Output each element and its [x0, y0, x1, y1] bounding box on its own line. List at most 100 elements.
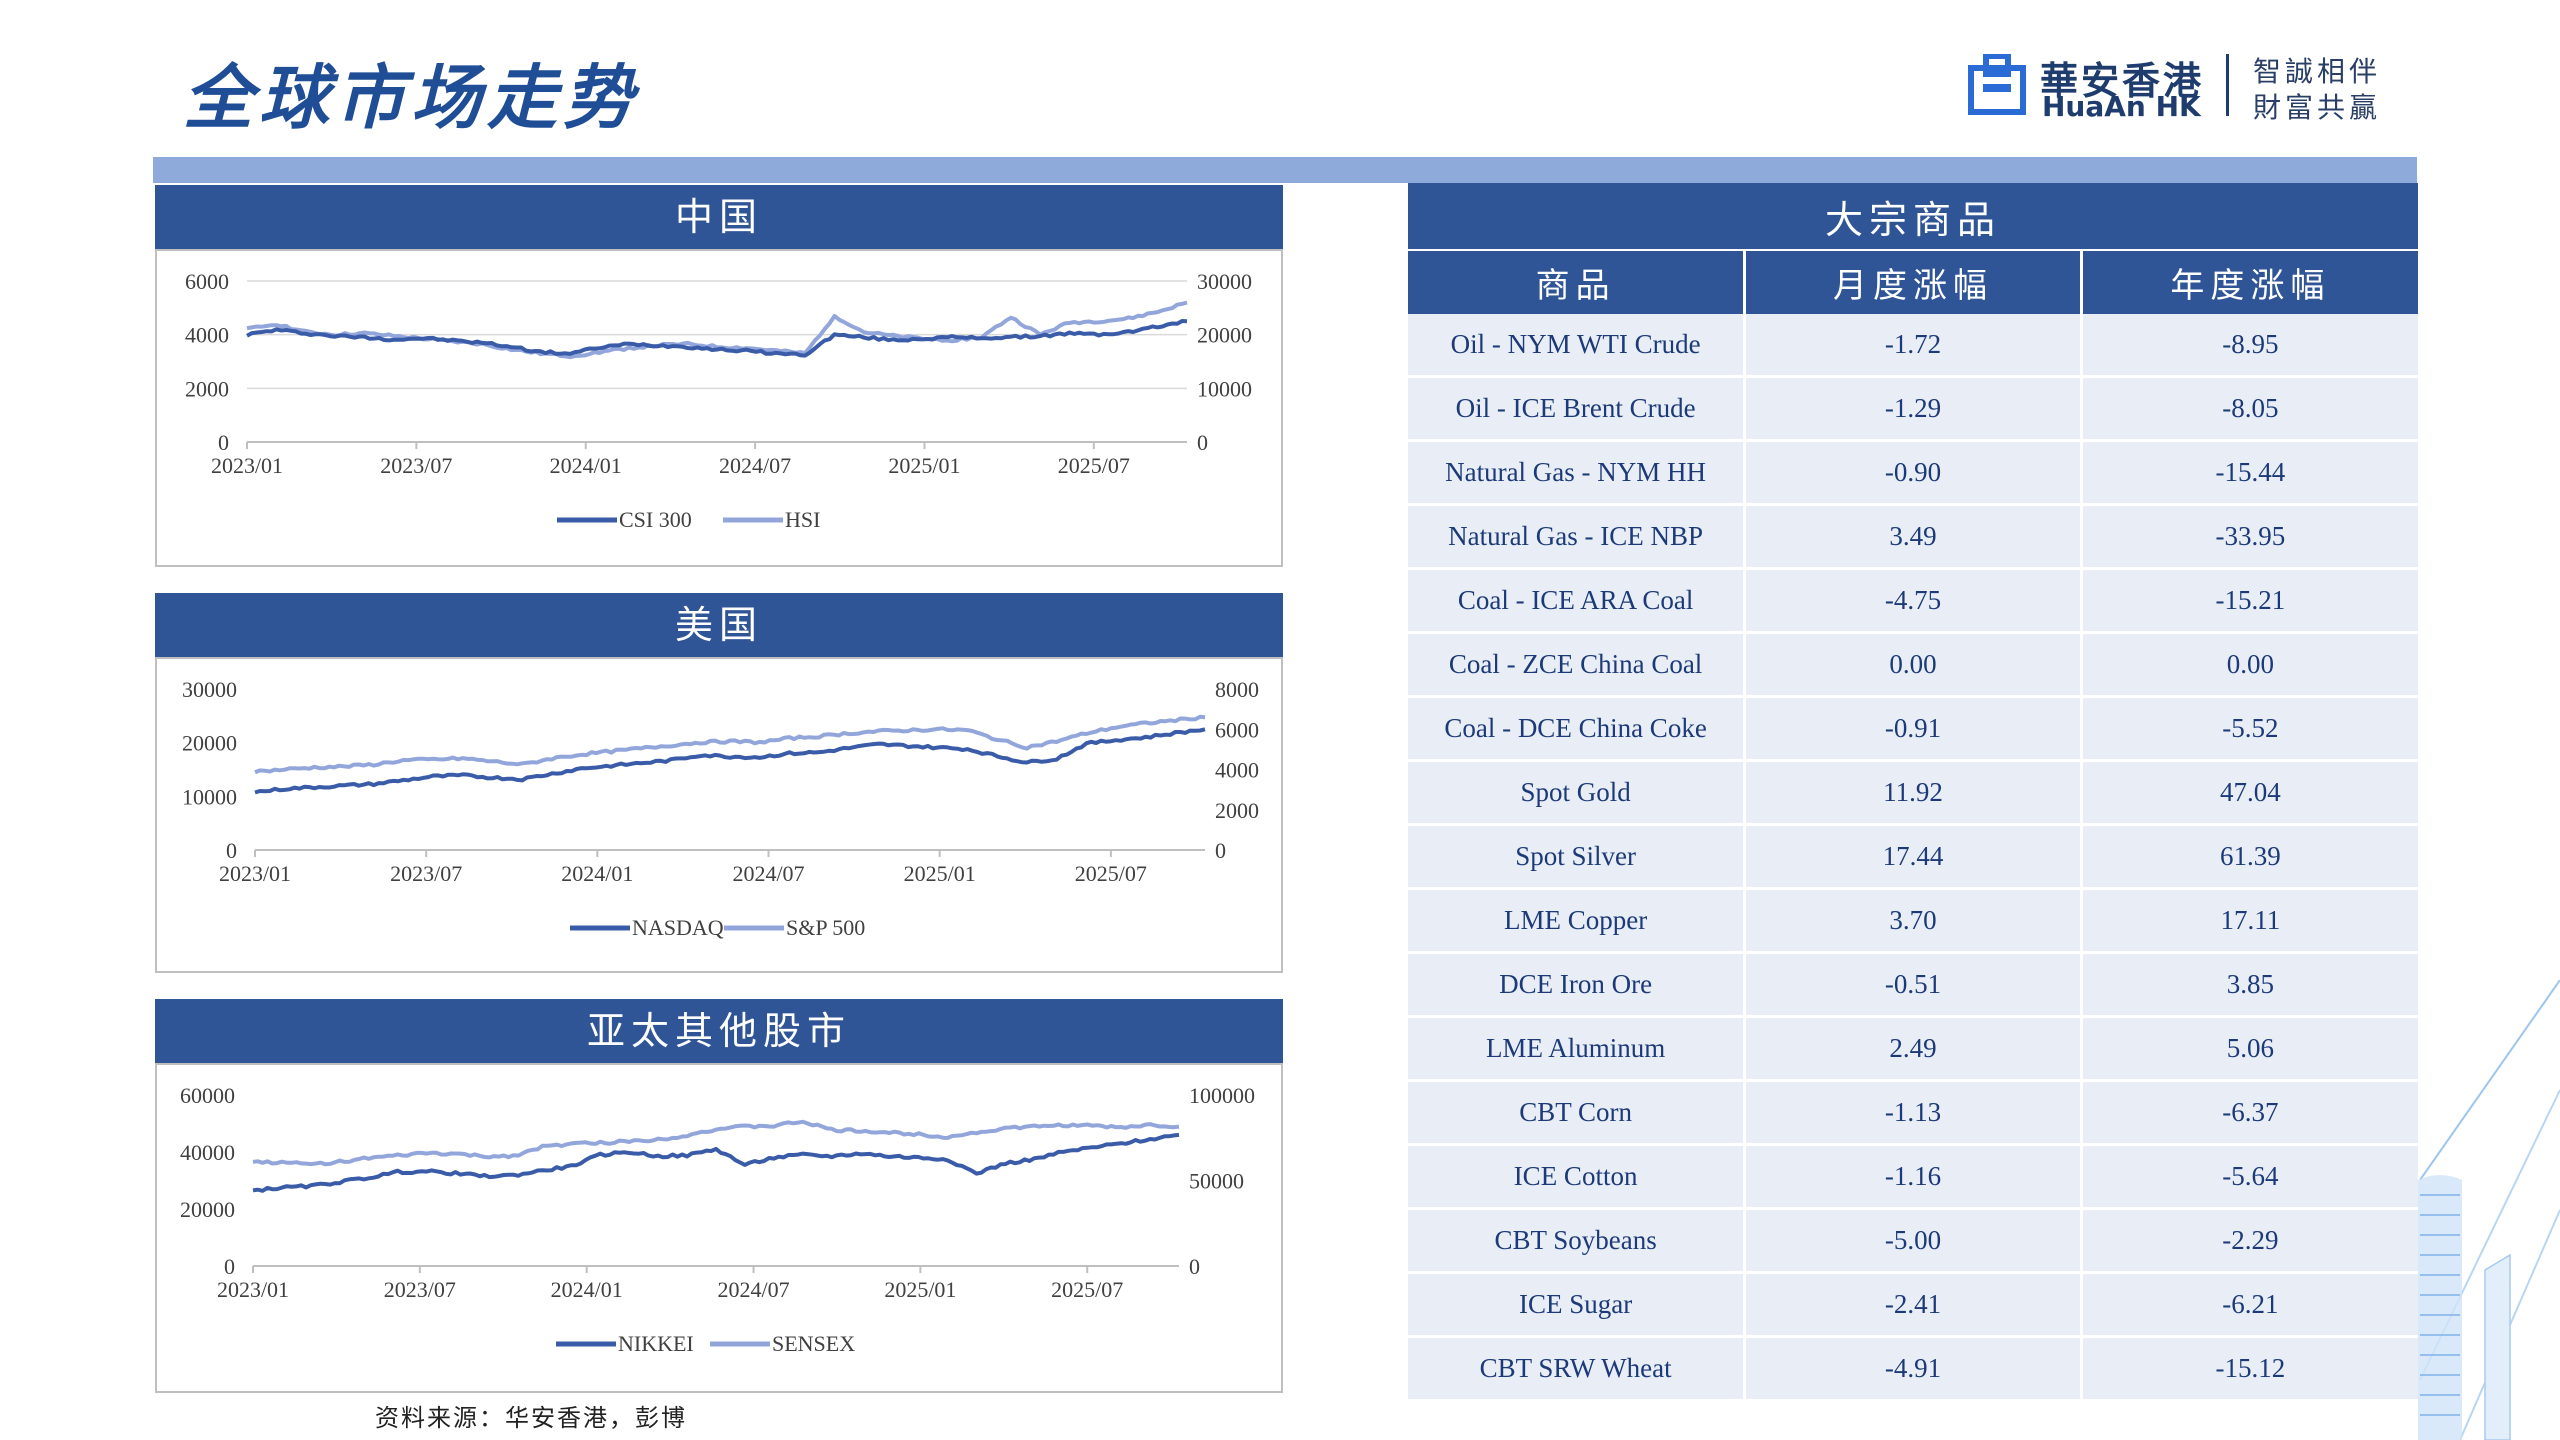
table-row: DCE Iron Ore -0.51 3.85: [1408, 952, 2418, 1018]
right-axis-tick-label: 8000: [1215, 677, 1259, 702]
x-axis-tick-label: 2024/01: [551, 1277, 623, 1302]
yearly-change: 0.00: [2081, 632, 2418, 698]
right-axis-tick-label: 4000: [1215, 758, 1259, 783]
china-chart-svg: 0 2000 4000 6000 0 10000 20000 30000 2023/01 2023…: [185, 269, 1252, 532]
logo-name-en: HuaAn HK: [2042, 90, 2201, 123]
commodity-name: Coal - ICE ARA Coal: [1408, 568, 1747, 634]
left-axis-tick-label: 6000: [185, 269, 229, 294]
table-row: LME Copper 3.70 17.11: [1408, 888, 2418, 954]
monthly-change: -1.13: [1744, 1080, 2083, 1146]
huaan-logo-icon: [1968, 54, 2026, 115]
left-axis-tick-label: 20000: [182, 731, 237, 756]
monthly-change: 3.49: [1744, 504, 2083, 570]
commodity-name: CBT SRW Wheat: [1408, 1336, 1747, 1402]
right-axis-tick-label: 0: [1197, 430, 1208, 455]
left-axis-tick-label: 0: [226, 838, 237, 863]
table-row: CBT Soybeans -5.00 -2.29: [1408, 1208, 2418, 1274]
commodity-name: Oil - NYM WTI Crude: [1408, 314, 1747, 378]
commodity-name: Coal - DCE China Coke: [1408, 696, 1747, 762]
monthly-change: -0.90: [1744, 440, 2083, 506]
table-row: CBT SRW Wheat -4.91 -15.12: [1408, 1336, 2418, 1402]
x-axis-tick-label: 2025/07: [1075, 861, 1147, 886]
right-axis-tick-label: 2000: [1215, 798, 1259, 823]
legend-label: HSI: [785, 507, 820, 532]
legend-label: NASDAQ: [632, 915, 724, 940]
yearly-change: 61.39: [2081, 824, 2418, 890]
x-axis-tick-label: 2024/01: [550, 453, 622, 478]
table-row: Spot Silver 17.44 61.39: [1408, 824, 2418, 890]
commodities-panel: 大宗商品 商品 月度涨幅 年度涨幅 Oil - NYM WTI Crude -1.72…: [1408, 183, 2418, 1402]
commodity-name: ICE Sugar: [1408, 1272, 1747, 1338]
commodities-table: 大宗商品 商品 月度涨幅 年度涨幅 Oil - NYM WTI Crude -1.72…: [1408, 183, 2418, 1402]
logo-slogan-line2: 財富共贏: [2253, 91, 2382, 124]
series-line-nikkei: [252, 1132, 1180, 1193]
x-axis-tick-label: 2023/01: [211, 453, 283, 478]
us-chart: 0 10000 20000 30000 0 2000 4000 6000 8000 2023/01…: [155, 657, 1283, 973]
apac-chart-svg: 0 20000 40000 60000 0 50000 100000 2023/01 2023/…: [180, 1083, 1255, 1356]
x-axis-tick-label: 2023/07: [380, 453, 452, 478]
table-row: ICE Cotton -1.16 -5.64: [1408, 1144, 2418, 1210]
commodity-name: Coal - ZCE China Coal: [1408, 632, 1747, 698]
monthly-change: -0.91: [1744, 696, 2083, 762]
monthly-change: 2.49: [1744, 1016, 2083, 1082]
column-header: 月度涨幅: [1744, 250, 2083, 314]
yearly-change: -2.29: [2081, 1208, 2418, 1274]
series-line-hsi: [246, 300, 1188, 360]
commodity-name: Spot Silver: [1408, 824, 1747, 890]
china-chart: 0 2000 4000 6000 0 10000 20000 30000 2023/01 2023…: [155, 249, 1283, 567]
commodity-name: Natural Gas - ICE NBP: [1408, 504, 1747, 570]
table-row: CBT Corn -1.13 -6.37: [1408, 1080, 2418, 1146]
monthly-change: -5.00: [1744, 1208, 2083, 1274]
legend-label: SENSEX: [772, 1331, 855, 1356]
legend-label: S&P 500: [786, 915, 865, 940]
yearly-change: -33.95: [2081, 504, 2418, 570]
right-axis-tick-label: 30000: [1197, 269, 1252, 294]
yearly-change: -15.21: [2081, 568, 2418, 634]
monthly-change: 3.70: [1744, 888, 2083, 954]
commodity-name: Natural Gas - NYM HH: [1408, 440, 1747, 506]
right-axis-tick-label: 100000: [1189, 1083, 1255, 1108]
source-note: 资料来源：华安香港，彭博: [375, 1404, 687, 1432]
table-row: Oil - NYM WTI Crude -1.72 -8.95: [1408, 314, 2418, 378]
commodity-name: Oil - ICE Brent Crude: [1408, 376, 1747, 442]
column-header: 年度涨幅: [2081, 250, 2418, 314]
left-axis-tick-label: 4000: [185, 323, 229, 348]
legend-label: NIKKEI: [618, 1331, 694, 1356]
monthly-change: 0.00: [1744, 632, 2083, 698]
decorative-building-graphic: [2418, 980, 2560, 1440]
table-row: Natural Gas - ICE NBP 3.49 -33.95: [1408, 504, 2418, 570]
x-axis-tick-label: 2023/07: [384, 1277, 456, 1302]
table-row: Coal - ICE ARA Coal -4.75 -15.21: [1408, 568, 2418, 634]
left-axis-tick-label: 30000: [182, 677, 237, 702]
series-line-csi-300: [246, 319, 1188, 358]
commodity-name: Spot Gold: [1408, 760, 1747, 826]
commodity-name: LME Aluminum: [1408, 1016, 1747, 1082]
apac-chart: 0 20000 40000 60000 0 50000 100000 2023/01 2023/…: [155, 1063, 1283, 1393]
table-row: Oil - ICE Brent Crude -1.29 -8.05: [1408, 376, 2418, 442]
x-axis-tick-label: 2025/01: [884, 1277, 956, 1302]
series-line-s-p-500: [254, 714, 1206, 775]
table-row: LME Aluminum 2.49 5.06: [1408, 1016, 2418, 1082]
us-panel-title: 美国: [155, 593, 1283, 657]
x-axis-tick-label: 2025/07: [1051, 1277, 1123, 1302]
x-axis-tick-label: 2025/07: [1058, 453, 1130, 478]
x-axis-tick-label: 2024/07: [719, 453, 791, 478]
monthly-change: -4.75: [1744, 568, 2083, 634]
yearly-change: -8.95: [2081, 314, 2418, 378]
logo-slogan-line1: 智誠相伴: [2253, 55, 2382, 88]
monthly-change: -4.91: [1744, 1336, 2083, 1402]
china-panel-title: 中国: [155, 185, 1283, 249]
us-chart-svg: 0 10000 20000 30000 0 2000 4000 6000 8000 2023/01…: [182, 677, 1259, 940]
yearly-change: -5.52: [2081, 696, 2418, 762]
table-row: Spot Gold 11.92 47.04: [1408, 760, 2418, 826]
monthly-change: -0.51: [1744, 952, 2083, 1018]
commodity-name: LME Copper: [1408, 888, 1747, 954]
logo-name-cn: 華安香港: [2040, 59, 2205, 103]
monthly-change: -1.29: [1744, 376, 2083, 442]
x-axis-tick-label: 2023/01: [219, 861, 291, 886]
yearly-change: -15.12: [2081, 1336, 2418, 1402]
yearly-change: -6.37: [2081, 1080, 2418, 1146]
apac-panel-title: 亚太其他股市: [155, 999, 1283, 1063]
right-axis-tick-label: 50000: [1189, 1169, 1244, 1194]
yearly-change: 47.04: [2081, 760, 2418, 826]
